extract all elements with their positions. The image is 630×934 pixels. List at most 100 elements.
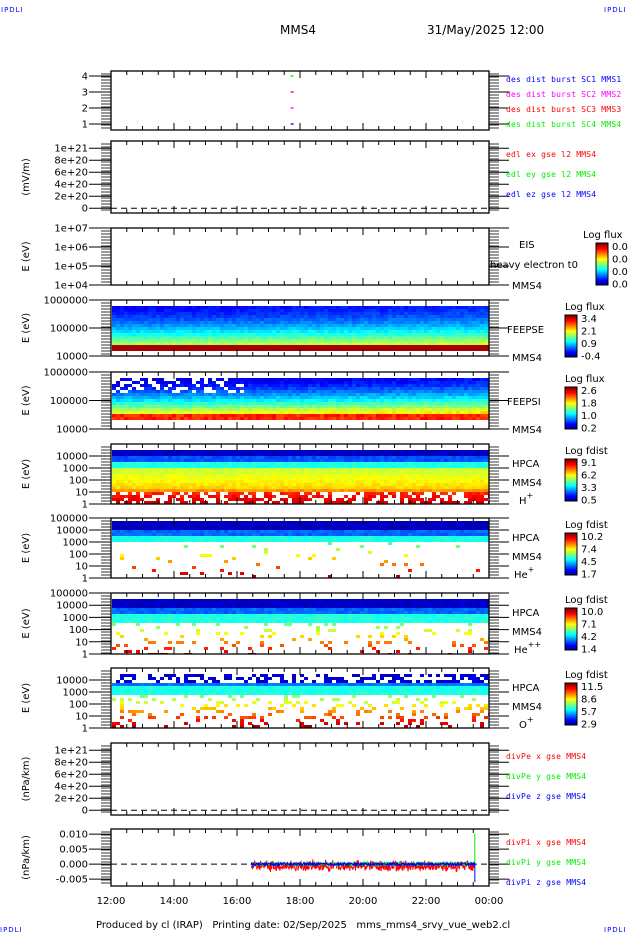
spectrogram-cell [220, 312, 224, 315]
spectrogram-cell [112, 465, 116, 468]
spectrogram-cell [356, 327, 360, 330]
spectrogram-cell [376, 450, 380, 453]
spectrogram-cell [220, 477, 224, 480]
spectrogram-cell [200, 477, 204, 480]
spectrogram-cell [136, 465, 140, 468]
spectrogram-cell [232, 417, 236, 420]
spectrogram-cell [160, 333, 164, 336]
spectrogram-cell [196, 462, 200, 465]
spectrogram-cell [368, 327, 372, 330]
spectrogram-cell [344, 321, 348, 324]
spectrogram-cell [248, 339, 252, 342]
spectrogram-cell [116, 306, 120, 309]
spectrogram-cell [224, 453, 228, 456]
spectrogram-cell [144, 483, 148, 486]
spectrogram-cell [348, 390, 352, 393]
spectrogram-cell [432, 411, 436, 414]
spectrogram-cell [244, 333, 248, 336]
colorbar-step [565, 404, 577, 406]
spectrogram-cell [308, 321, 312, 324]
spectrogram-cell [264, 468, 268, 471]
spectrogram-cell [356, 393, 360, 396]
spectrogram-cell [236, 414, 240, 417]
spectrogram-cell [312, 450, 316, 453]
spectrogram-cell [464, 465, 468, 468]
spectrogram-cell [164, 489, 168, 492]
spectrogram-cell [340, 483, 344, 486]
spectrogram-cell [456, 411, 460, 414]
colorbar-step [565, 320, 577, 322]
spectrogram-cell [448, 396, 452, 399]
spectrogram-cell [404, 318, 408, 321]
spectrogram-cell [464, 390, 468, 393]
spectrogram-cell [300, 318, 304, 321]
spectrogram-cell [328, 468, 332, 471]
spectrogram-cell [248, 489, 252, 492]
spectrogram-cell [276, 477, 280, 480]
spectrogram-cell [376, 378, 380, 381]
spectrogram-cell [396, 321, 400, 324]
colorbar-title: Log flux [565, 302, 605, 313]
spectrogram-cell [168, 405, 172, 408]
spectrogram-cell [484, 492, 488, 495]
spectrogram-cell [380, 486, 384, 489]
spectrogram-cell [204, 402, 208, 405]
spectrogram-cell [296, 306, 300, 309]
spectrogram-cell [160, 471, 164, 474]
spectrogram-cell [476, 315, 480, 318]
spectrogram-cell [248, 324, 252, 327]
spectrogram-cell [288, 414, 292, 417]
spectrogram-cell [372, 474, 376, 477]
spectrogram-cell [144, 453, 148, 456]
spectrogram-cell [276, 459, 280, 462]
spectrogram-cell [304, 345, 308, 348]
spectrogram-cell [324, 489, 328, 492]
spectrogram-cell [472, 393, 476, 396]
colorbar-step [596, 263, 608, 265]
spectrogram-cell [368, 477, 372, 480]
spectrogram-cell [176, 414, 180, 417]
spectrogram-cell [436, 483, 440, 486]
spectrogram-cell [316, 477, 320, 480]
spectrogram-cell [124, 378, 128, 381]
spectrogram-cell [132, 336, 136, 339]
spectrogram-cell [168, 450, 172, 453]
spectrogram-cell [268, 324, 272, 327]
spectrogram-cell [268, 453, 272, 456]
spectrogram-cell [444, 492, 448, 495]
spectrogram-cell [324, 312, 328, 315]
spectrogram-cell [412, 456, 416, 459]
spectrogram-cell [368, 384, 372, 387]
spectrogram-cell [452, 324, 456, 327]
spectrogram-cell [232, 456, 236, 459]
spectrogram-cell [332, 387, 336, 390]
spectrogram-cell [416, 465, 420, 468]
spectrogram-cell [188, 462, 192, 465]
spectrogram-cell [236, 456, 240, 459]
spectrogram-cell [408, 459, 412, 462]
spectrogram-cell [240, 405, 244, 408]
spectrogram-cell [448, 318, 452, 321]
spectrogram-cell [268, 390, 272, 393]
spectrogram-cell [268, 306, 272, 309]
spectrogram-cell [120, 468, 124, 471]
spectrogram-cell [188, 414, 192, 417]
spectrogram-cell [400, 324, 404, 327]
spectrogram-cell [484, 312, 488, 315]
spectrogram-cell [116, 489, 120, 492]
spectrogram-cell [352, 474, 356, 477]
spectrogram-cell [272, 339, 276, 342]
spectrogram-cell [208, 384, 212, 387]
spectrogram-cell [156, 480, 160, 483]
spectrogram-cell [284, 486, 288, 489]
spectrogram-cell [420, 465, 424, 468]
spectrogram-cell [440, 462, 444, 465]
spectrogram-cell [240, 312, 244, 315]
spectrogram-cell [384, 336, 388, 339]
spectrogram-cell [244, 345, 248, 348]
spectrogram-cell [404, 486, 408, 489]
spectrogram-cell [144, 402, 148, 405]
spectrogram-cell [348, 306, 352, 309]
spectrogram-cell [408, 330, 412, 333]
spectrogram-cell [420, 378, 424, 381]
